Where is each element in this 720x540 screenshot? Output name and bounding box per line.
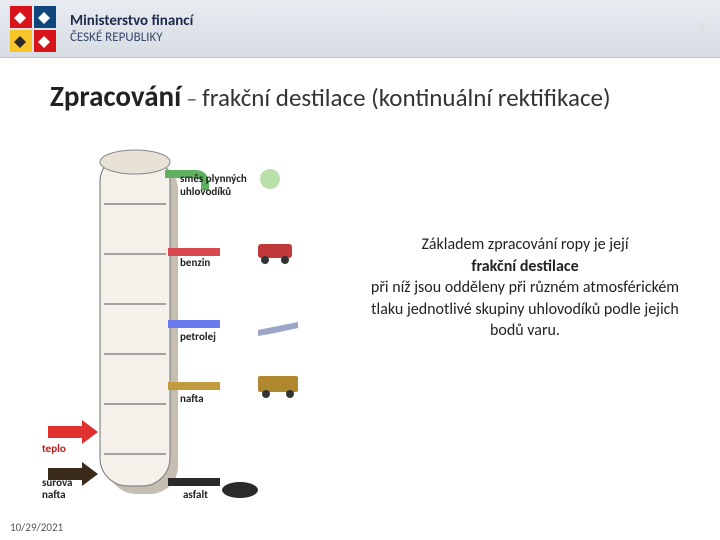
body-line2: frakční destilace — [471, 257, 578, 276]
content-area: směs plynných uhlovodíků benzin petrolej… — [0, 114, 720, 514]
body-line3: při níž jsou odděleny při různém atmosfé… — [371, 278, 679, 340]
diagram-label-nafta: nafta — [180, 392, 204, 405]
body-text: Základem zpracování ropy je její frakční… — [360, 234, 690, 342]
title-separator: – — [181, 85, 202, 112]
slide-title: Zpracování – frakční destilace (kontinuá… — [50, 78, 720, 114]
date-footer: 10/29/2021 — [10, 521, 63, 534]
republic-name: ČESKÉ REPUBLIKY — [70, 30, 193, 45]
diagram-label-smes: směs plynných uhlovodíků — [180, 172, 290, 198]
body-line1: Základem zpracování ropy je její — [421, 235, 628, 254]
ministry-name: Ministerstvo financí — [70, 12, 193, 30]
header: Ministerstvo financí ČESKÉ REPUBLIKY 6 — [0, 0, 720, 58]
diagram-label-asfalt: asfalt — [183, 488, 208, 501]
state-emblem-icon — [8, 4, 58, 54]
diagram-label-benzin: benzin — [180, 256, 210, 269]
header-text: Ministerstvo financí ČESKÉ REPUBLIKY — [70, 12, 193, 45]
distillation-diagram: směs plynných uhlovodíků benzin petrolej… — [40, 144, 350, 514]
title-subtitle: frakční destilace (kontinuální rektifika… — [202, 82, 610, 113]
diagram-label-petrolej: petrolej — [180, 330, 216, 343]
page-number: 6 — [699, 18, 706, 35]
diagram-label-teplo: teplo — [42, 442, 66, 455]
diagram-label-nafta2: nafta — [42, 488, 66, 501]
title-main: Zpracování — [50, 78, 181, 114]
